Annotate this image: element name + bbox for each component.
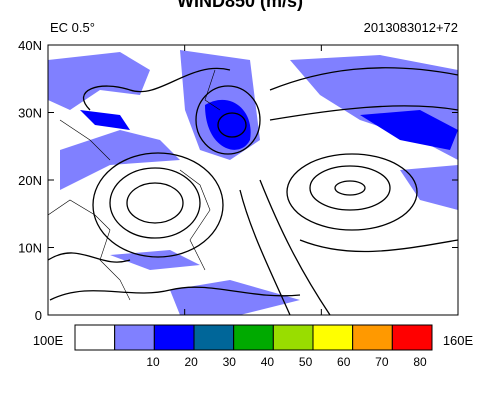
colorbar-box: [352, 324, 393, 351]
colorbar-label: 80: [413, 355, 427, 369]
x-tick-label: 160E: [443, 333, 474, 348]
map-field: [48, 50, 458, 315]
colorbar-box: [193, 324, 235, 351]
colorbar-label: 40: [261, 355, 275, 369]
time-label: 2013083012+72: [364, 20, 458, 35]
colorbar-box: [74, 324, 116, 351]
colorbar-box: [153, 324, 195, 351]
colorbar-label: 10: [146, 355, 160, 369]
colorbar-box: [114, 324, 155, 351]
model-label: EC 0.5°: [50, 20, 95, 35]
y-tick-label: 10N: [18, 241, 42, 256]
colorbar-label: 70: [375, 355, 389, 369]
y-tick-label: 30N: [18, 106, 42, 121]
colorbar-label: 50: [299, 355, 313, 369]
x-tick-label: 100E: [33, 333, 64, 348]
colorbar-label: 30: [223, 355, 237, 369]
map-title: WIND850 (m/s): [177, 0, 303, 11]
colorbar-box: [391, 324, 433, 351]
colorbar-box: [272, 324, 314, 351]
colorbar-box: [233, 324, 274, 351]
y-tick-label: 40N: [18, 38, 42, 53]
y-tick-label: 0: [35, 308, 42, 323]
colorbar-label: 60: [337, 355, 351, 369]
y-tick-label: 20N: [18, 173, 42, 188]
colorbar-label: 20: [184, 355, 198, 369]
colorbar-box: [312, 324, 354, 351]
